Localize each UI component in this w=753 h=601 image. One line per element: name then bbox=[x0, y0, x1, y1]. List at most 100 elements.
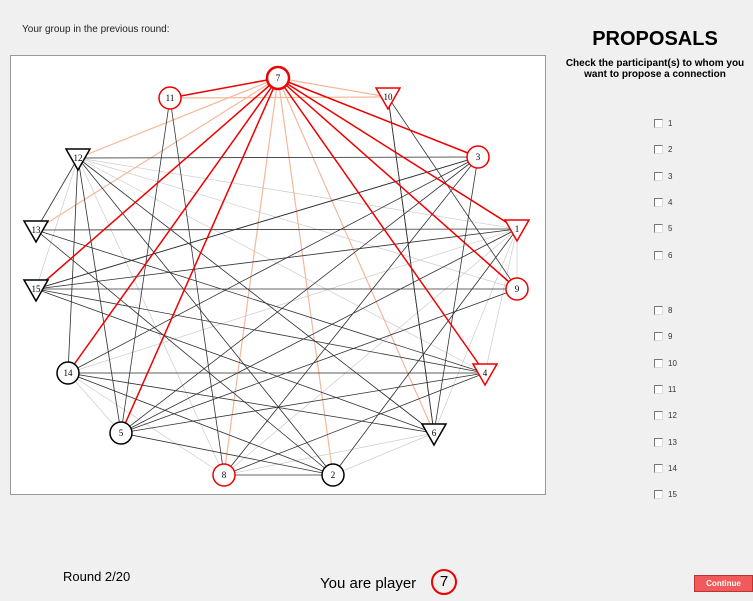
checkbox[interactable]: 2 bbox=[654, 145, 673, 155]
continue-button[interactable]: Continue bbox=[694, 575, 753, 592]
edge bbox=[120, 77, 279, 434]
checkbox-box[interactable] bbox=[654, 197, 663, 207]
edge bbox=[433, 156, 479, 434]
node bbox=[212, 463, 236, 487]
edge bbox=[35, 288, 435, 434]
node bbox=[420, 423, 448, 447]
edge bbox=[277, 77, 435, 434]
edge bbox=[433, 228, 518, 434]
checkbox-box[interactable] bbox=[654, 332, 663, 342]
edge bbox=[169, 96, 389, 99]
checkbox-box[interactable] bbox=[654, 490, 663, 500]
checkbox[interactable]: 5 bbox=[654, 224, 673, 234]
edge bbox=[67, 228, 518, 374]
edge bbox=[35, 229, 486, 374]
edge bbox=[120, 156, 479, 434]
edge bbox=[120, 97, 171, 434]
node-label: 12 bbox=[74, 153, 83, 163]
node bbox=[109, 421, 133, 445]
checkbox-box[interactable] bbox=[654, 145, 663, 155]
edge bbox=[223, 432, 435, 476]
checkbox[interactable]: 4 bbox=[654, 197, 673, 207]
instruction: Check the participant(s) to whom you wan… bbox=[565, 58, 745, 80]
checkbox[interactable]: 8 bbox=[654, 306, 672, 315]
checkbox-box[interactable] bbox=[654, 119, 663, 128]
edge bbox=[35, 229, 334, 476]
edge bbox=[77, 157, 518, 290]
node bbox=[466, 145, 490, 169]
node bbox=[265, 65, 291, 91]
checkbox[interactable]: 6 bbox=[654, 250, 673, 260]
edge bbox=[77, 157, 225, 476]
checkbox-label: 9 bbox=[668, 332, 673, 342]
edge bbox=[77, 157, 334, 476]
checkbox-label: 13 bbox=[668, 437, 677, 447]
edge bbox=[120, 228, 518, 434]
edge bbox=[77, 157, 518, 230]
checkbox[interactable]: 14 bbox=[654, 463, 677, 473]
edge bbox=[277, 77, 486, 374]
node-label: 14 bbox=[64, 368, 74, 378]
edge bbox=[120, 432, 334, 476]
checkbox-label: 4 bbox=[668, 197, 673, 207]
node bbox=[158, 86, 182, 110]
checkbox-label: 6 bbox=[668, 250, 673, 260]
edge bbox=[277, 77, 479, 158]
checkbox[interactable]: 9 bbox=[654, 332, 673, 342]
edge bbox=[332, 228, 518, 476]
player-label: You are player bbox=[320, 575, 417, 592]
edge bbox=[77, 77, 279, 159]
checkbox-label: 10 bbox=[668, 358, 677, 368]
edge bbox=[277, 77, 518, 290]
node-label: 7 bbox=[276, 73, 281, 83]
node-label: 3 bbox=[476, 152, 481, 162]
checkbox-label: 14 bbox=[668, 463, 677, 473]
checkbox-box[interactable] bbox=[654, 384, 663, 394]
checkbox[interactable]: 3 bbox=[654, 171, 672, 181]
node bbox=[22, 279, 50, 303]
edge bbox=[35, 156, 479, 290]
edge bbox=[277, 77, 334, 476]
edge bbox=[387, 96, 518, 290]
checkbox-box[interactable] bbox=[654, 224, 663, 234]
edge bbox=[67, 77, 279, 374]
checkbox-box[interactable] bbox=[654, 250, 663, 260]
edge bbox=[67, 372, 435, 434]
edge bbox=[67, 372, 122, 434]
checkbox-box[interactable] bbox=[654, 463, 663, 473]
checkbox-box[interactable] bbox=[654, 171, 663, 181]
edge bbox=[120, 372, 486, 434]
checkbox-box[interactable] bbox=[654, 358, 663, 368]
edge bbox=[35, 157, 79, 290]
edge bbox=[169, 77, 279, 99]
checkbox[interactable]: 15 bbox=[654, 490, 677, 500]
node-label: 2 bbox=[331, 470, 336, 480]
checkbox[interactable]: 10 bbox=[654, 358, 677, 368]
edge bbox=[277, 77, 389, 98]
checkbox-box[interactable] bbox=[654, 437, 663, 447]
edge bbox=[35, 77, 279, 290]
node-label: 8 bbox=[222, 470, 227, 480]
checkbox-box[interactable] bbox=[654, 411, 663, 421]
node-label: 5 bbox=[119, 428, 124, 438]
node bbox=[503, 219, 531, 243]
node bbox=[471, 363, 499, 387]
node bbox=[505, 277, 529, 301]
checkbox-label: 5 bbox=[668, 224, 673, 234]
checkbox-label: 11 bbox=[668, 384, 677, 394]
checkbox-label: 2 bbox=[668, 145, 673, 155]
edge bbox=[484, 228, 518, 374]
player-number: 7 bbox=[431, 569, 457, 595]
node bbox=[321, 463, 345, 487]
node bbox=[374, 87, 402, 111]
edge bbox=[223, 228, 518, 476]
edge bbox=[277, 77, 518, 230]
checkbox[interactable]: 12 bbox=[654, 411, 677, 421]
node-label: 9 bbox=[515, 284, 520, 294]
checkbox[interactable]: 11 bbox=[654, 384, 677, 394]
checkbox[interactable]: 1 bbox=[654, 119, 672, 128]
checkbox[interactable]: 13 bbox=[654, 437, 677, 447]
checkbox-box[interactable] bbox=[654, 306, 663, 315]
edge bbox=[120, 288, 518, 434]
